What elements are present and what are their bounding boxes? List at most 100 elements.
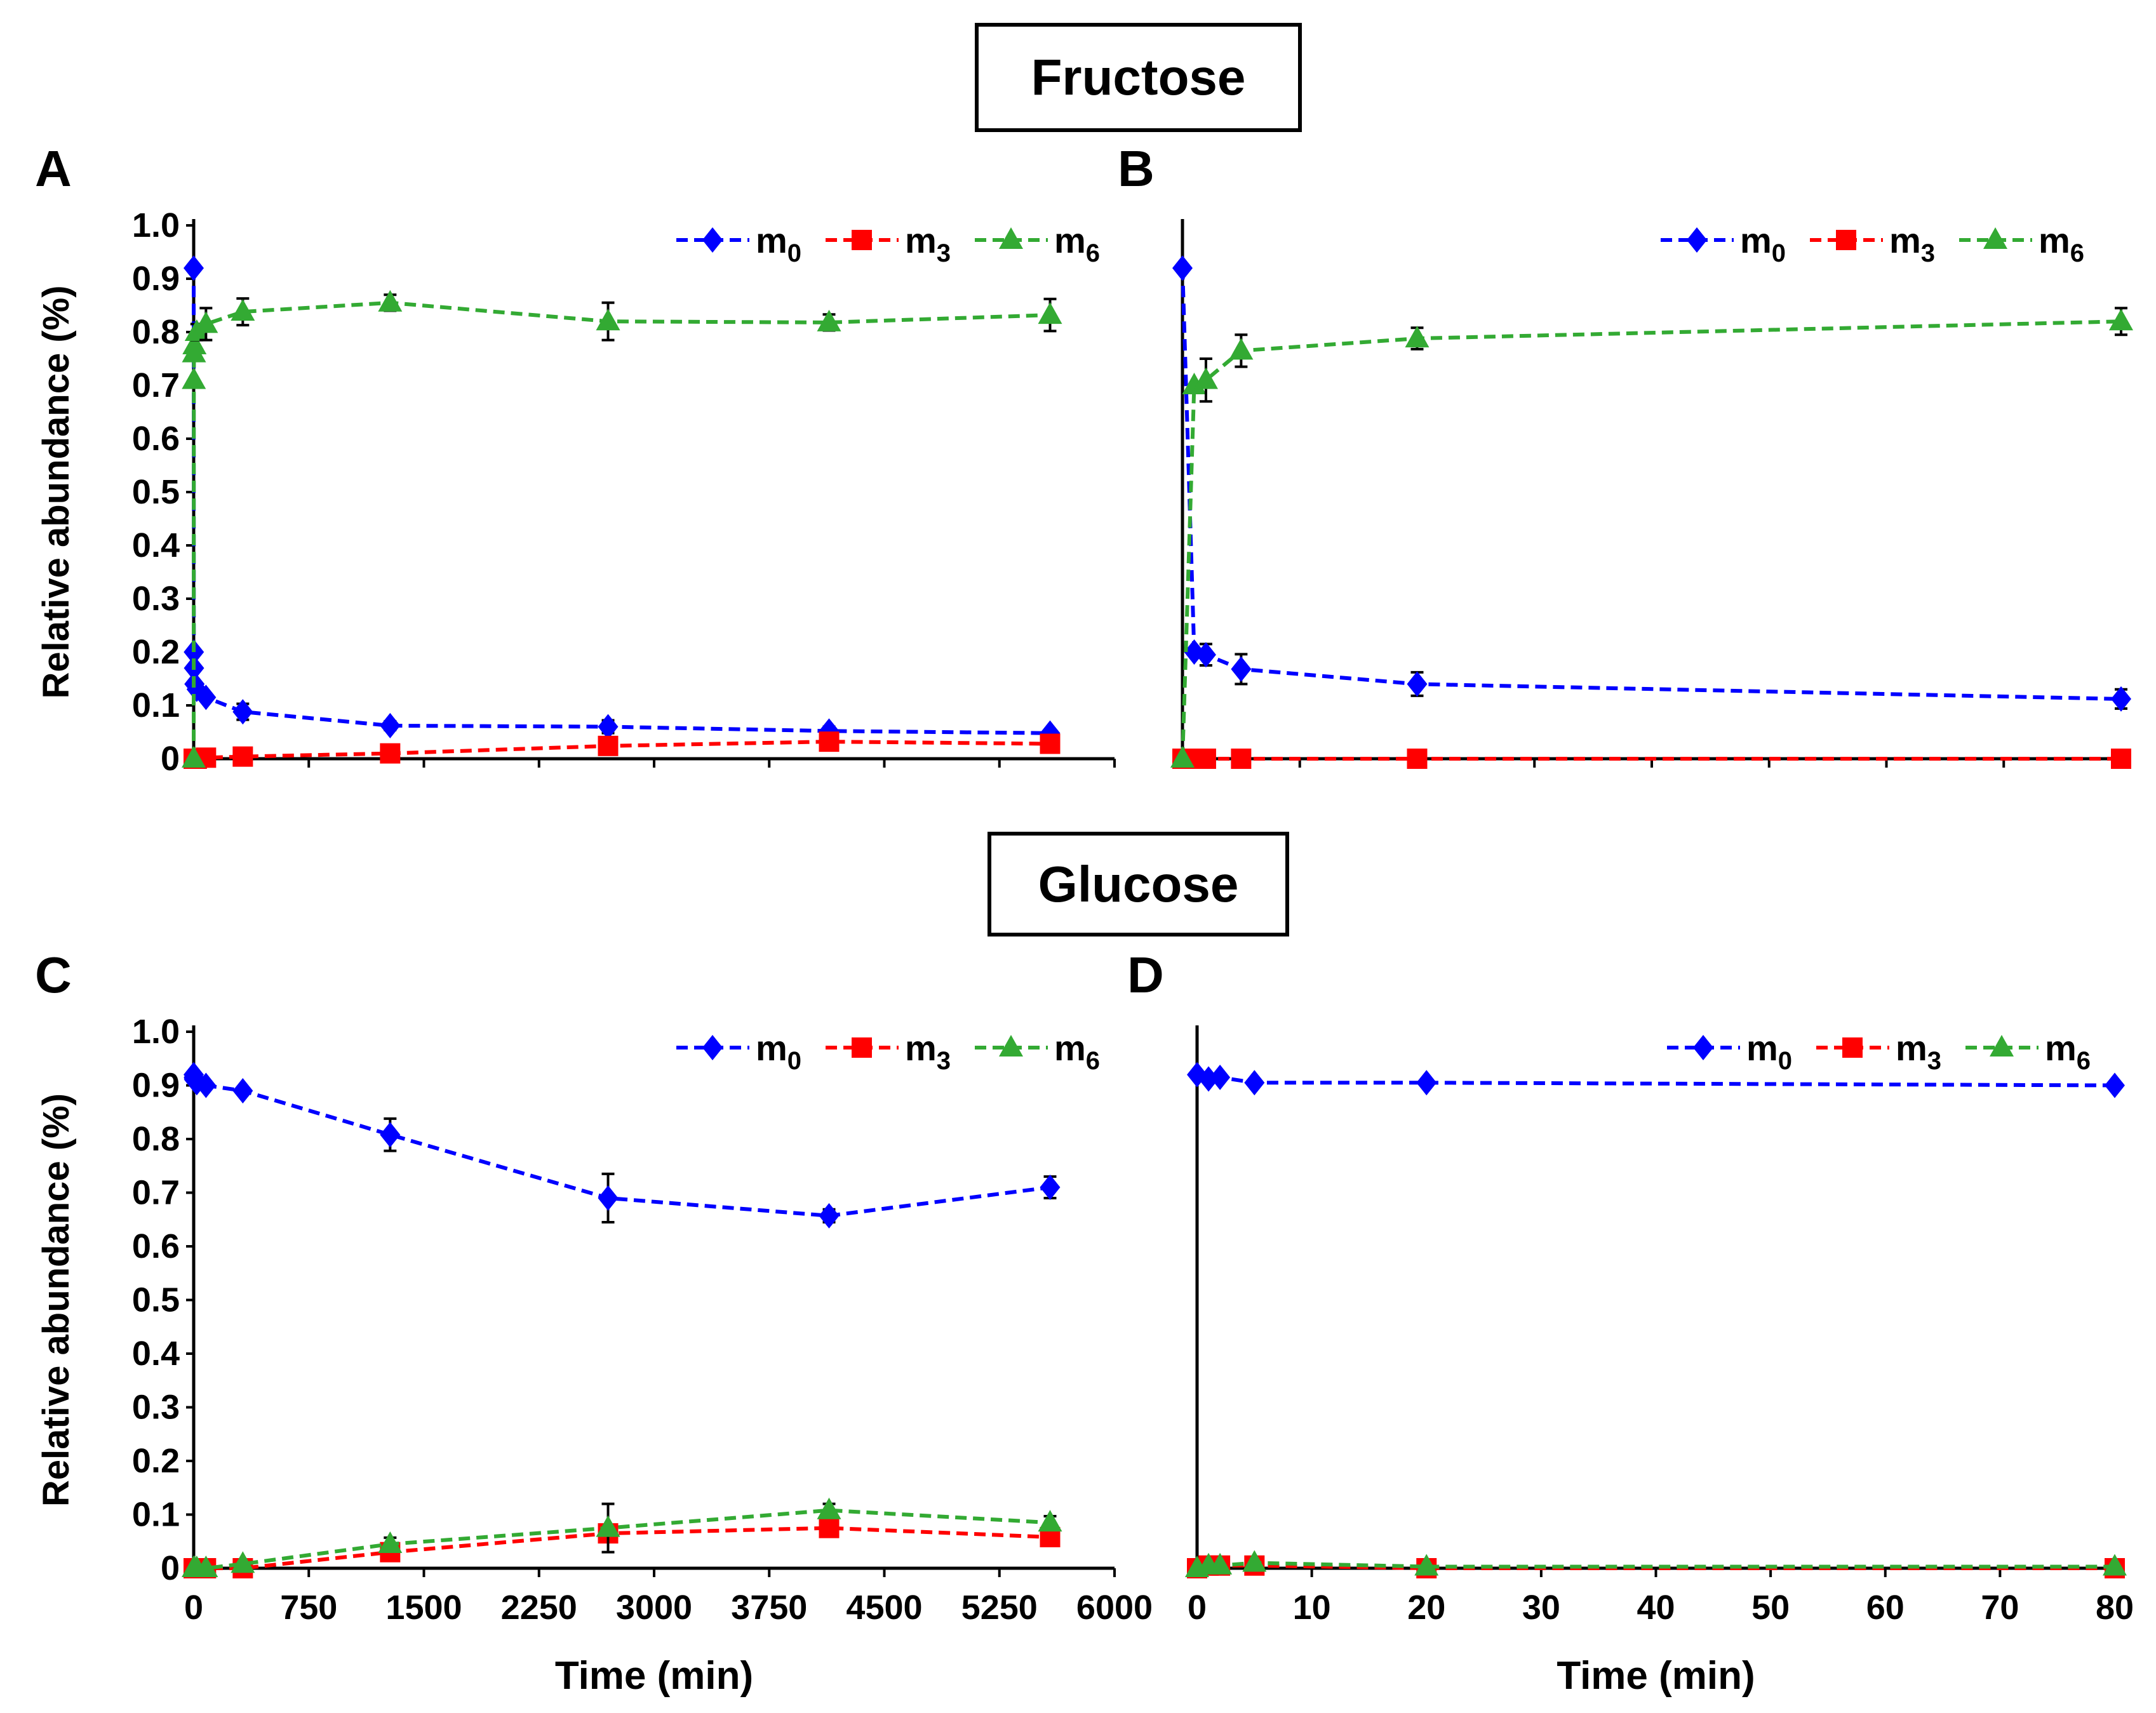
chart-c-x-tick-label: 4500	[846, 1589, 922, 1627]
chart-a-y-tick-label: 0.3	[132, 580, 180, 618]
chart-d-m6-point	[1242, 1550, 1267, 1572]
chart-c-m0-point	[1040, 1175, 1061, 1201]
chart-a-m0-point	[380, 712, 401, 738]
chart-d-m0-point	[1198, 1066, 1219, 1092]
chart-d-x-tick-label: 60	[1866, 1589, 1905, 1627]
chart-c-m6-point	[378, 1531, 403, 1553]
chart-c-x-tick-label: 2250	[501, 1589, 577, 1627]
chart-d-m0-point	[1416, 1070, 1437, 1096]
chart-a-m6-point	[817, 309, 841, 331]
chart-c-x-tick-label: 1500	[385, 1589, 462, 1627]
chart-d-series-m0-line	[1196, 1072, 2115, 1088]
chart-d-x-tick-label: 40	[1637, 1589, 1675, 1627]
chart-d-legend-m6-subscript: 6	[2077, 1047, 2091, 1075]
chart-c-x-label: Time (min)	[555, 1654, 753, 1698]
chart-b-legend-m0-marker	[1687, 227, 1707, 253]
chart-a-y-tick-label: 0.2	[132, 633, 180, 671]
chart-a-m6-point	[182, 333, 207, 354]
panel-label-a: A	[35, 140, 72, 197]
chart-c-m6-point	[596, 1515, 620, 1537]
chart-c-m0-point	[196, 1072, 217, 1098]
chart-c-m0-point	[819, 1203, 840, 1229]
chart-c-y-label: Relative abundance (%)	[36, 1093, 77, 1507]
chart-a-y-tick-label: 0	[161, 740, 180, 778]
chart-d-legend-m3-subscript: 3	[1927, 1047, 1941, 1075]
chart-d-x-tick-label: 80	[2096, 1589, 2134, 1627]
chart-d-legend-m0-marker	[1693, 1035, 1713, 1060]
chart-c-x-tick-label: 0	[184, 1589, 203, 1627]
chart-a-m6-point	[182, 746, 206, 768]
chart-a-y-tick-label: 0.6	[132, 420, 180, 458]
chart-c-m0-point	[232, 1077, 253, 1103]
chart-c-y-tick-label: 0.6	[132, 1227, 180, 1265]
panel-label-b: B	[1118, 140, 1155, 197]
chart-c-y-tick-label: 0.7	[132, 1174, 180, 1212]
chart-c-legend-m6-marker	[999, 1035, 1023, 1056]
chart-a-m0-point	[184, 255, 204, 281]
chart-c-x-tick-label: 750	[280, 1589, 337, 1627]
chart-d-m6-point	[2103, 1554, 2127, 1576]
chart-b-m3-point	[2111, 749, 2131, 769]
chart-a-m3-point	[1040, 733, 1061, 754]
chart-c-legend-m0-subscript: 0	[787, 1047, 801, 1075]
chart-b-m6-point	[2109, 309, 2133, 331]
chart-d-m6-point	[1208, 1552, 1233, 1575]
chart-c-y-tick-label: 0.2	[132, 1442, 180, 1480]
chart-d-x-tick-label: 50	[1751, 1589, 1790, 1627]
chart-d-legend-m6-label: m6	[2045, 1028, 2091, 1075]
glucose-heading: Glucose	[988, 832, 1289, 936]
chart-c-legend-m3-marker	[852, 1037, 872, 1058]
chart-a-legend-m3-marker	[852, 230, 872, 250]
chart-b-m3-point	[1231, 749, 1252, 769]
chart-d-m0-point	[1210, 1064, 1231, 1090]
chart-d-m0-point	[1244, 1070, 1265, 1096]
chart-a-y-tick-label: 0.8	[132, 313, 180, 351]
chart-c-y-tick-label: 0.9	[132, 1067, 180, 1105]
chart-d-legend-m0-subscript: 0	[1778, 1047, 1792, 1075]
chart-c-y-tick-label: 0.5	[132, 1281, 180, 1319]
chart-c-y-tick-label: 0.4	[132, 1335, 180, 1373]
chart-c-y-tick-label: 0.8	[132, 1120, 180, 1158]
chart-d-x-tick-label: 0	[1188, 1589, 1207, 1627]
chart-c-y-tick-label: 1.0	[132, 1013, 180, 1051]
chart-b-m0-point	[1195, 642, 1216, 668]
chart-d-x-tick-label: 70	[1981, 1589, 2019, 1627]
chart-b-m6-point	[1170, 746, 1195, 768]
chart-b-legend-m6-subscript: 6	[2070, 239, 2084, 267]
chart-a-m0-point	[232, 699, 253, 725]
chart-b-m6-point	[1405, 326, 1430, 348]
chart-a-m0-point	[598, 714, 619, 740]
chart-c-m3-point	[819, 1517, 840, 1538]
chart-c-m0-point	[598, 1185, 619, 1211]
chart-a-m3-point	[598, 735, 619, 756]
chart-c-m6-point	[231, 1551, 255, 1573]
chart-b-m0-point	[1407, 671, 1428, 697]
chart-a-m6-point	[1038, 302, 1062, 324]
chart-b-m6-point	[1229, 338, 1254, 360]
chart-a-legend-m6-marker	[999, 227, 1023, 249]
chart-b-legend-m6-marker	[1983, 227, 2007, 249]
chart-d-x-tick-label: 20	[1407, 1589, 1445, 1627]
chart-d-legend-m3-marker	[1842, 1037, 1863, 1058]
chart-c-x-tick-label: 5250	[961, 1589, 1038, 1627]
chart-a-m3-point	[380, 743, 401, 764]
chart-a-legend-m0-marker	[702, 227, 723, 253]
chart-c-m6-point	[194, 1556, 218, 1577]
chart-c-y-tick-label: 0	[161, 1549, 180, 1587]
chart-d-x-label: Time (min)	[1557, 1654, 1755, 1698]
chart-c-y-tick-label: 0.1	[132, 1496, 180, 1534]
panel-label-c: C	[35, 947, 72, 1003]
chart-a-legend-m0-subscript: 0	[787, 239, 801, 267]
chart-a-m6-point	[596, 309, 620, 331]
chart-a-m3-point	[232, 746, 253, 767]
chart-c-x-tick-label: 3750	[731, 1589, 807, 1627]
chart-c-m0-point	[380, 1122, 401, 1148]
chart-d-x-tick-label: 30	[1522, 1589, 1560, 1627]
chart-a-y-tick-label: 0.9	[132, 260, 180, 298]
chart-d-legend-m0-label: m0	[1746, 1028, 1792, 1075]
